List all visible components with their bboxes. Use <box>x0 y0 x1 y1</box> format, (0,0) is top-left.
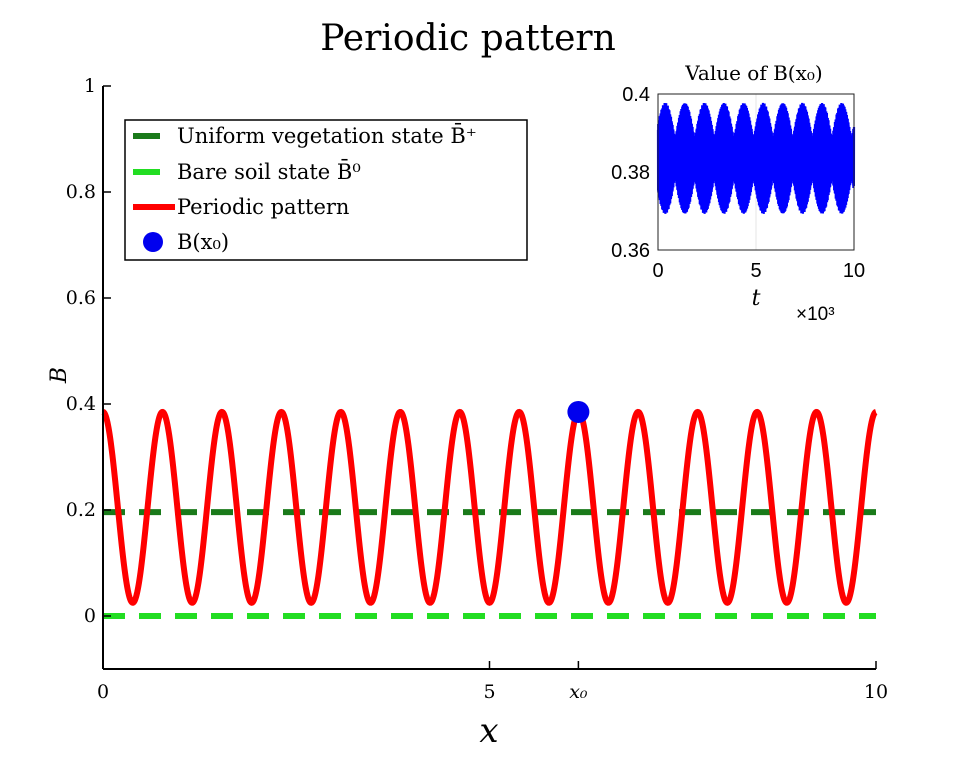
inset-series-line <box>656 102 856 214</box>
inset-chart: 0.36 0.38 0.4 0 5 10 Value of B(x₀) t ×10³ <box>611 61 865 325</box>
main-y-tick-label: 0.2 <box>66 499 96 521</box>
inset-plot-frame <box>657 93 855 251</box>
main-x-tick-label: x₀ <box>569 681 588 703</box>
main-title: Periodic pattern <box>320 18 616 59</box>
main-y-tick-label: 1 <box>84 75 96 97</box>
legend-items: Uniform vegetation state B̄⁺ Bare soil st… <box>133 123 477 254</box>
legend-swatch <box>143 232 163 252</box>
main-y-ticks: 0 0.2 0.4 0.6 0.8 1 <box>66 75 111 627</box>
main-y-tick-label: 0.8 <box>66 181 96 203</box>
inset-y-tick-label: 0.4 <box>622 84 650 106</box>
inset-x-tick-label: 5 <box>750 260 761 282</box>
legend-label: B(x₀) <box>177 230 229 254</box>
main-y-axis-label: B <box>47 367 72 384</box>
main-x-tick-label: 0 <box>97 681 109 703</box>
series-b-x0-marker <box>567 400 590 423</box>
legend: Uniform vegetation state B̄⁺ Bare soil st… <box>124 119 528 261</box>
inset-x-ticks: 0 5 10 <box>652 260 865 282</box>
legend-label: Bare soil state B̄⁰ <box>177 159 361 184</box>
series-periodic-pattern-line <box>101 408 878 606</box>
main-y-tick-label: 0.4 <box>66 393 96 415</box>
inset-x-axis-label: t <box>752 286 761 311</box>
main-plot-area: 0 0.2 0.4 0.6 0.8 1 0 5 x₀ 10 <box>66 75 888 703</box>
inset-title: Value of B(x₀) <box>684 61 822 85</box>
inset-y-ticks: 0.36 0.38 0.4 <box>611 84 650 262</box>
main-x-axis-label: x <box>479 711 498 751</box>
inset-y-tick-label: 0.36 <box>611 240 650 262</box>
main-y-tick-label: 0 <box>84 605 96 627</box>
inset-series-layer <box>656 102 856 214</box>
main-series-layer <box>101 400 878 619</box>
main-y-tick-label: 0.6 <box>66 287 96 309</box>
legend-label: Periodic pattern <box>177 195 349 219</box>
legend-label: Uniform vegetation state B̄⁺ <box>177 123 477 148</box>
inset-x-tick-label: 0 <box>652 260 663 282</box>
main-x-tick-label: 10 <box>864 681 888 703</box>
main-x-tick-label: 5 <box>483 681 495 703</box>
inset-x-multiplier: ×10³ <box>796 304 835 325</box>
inset-y-tick-label: 0.38 <box>611 162 650 184</box>
inset-x-tick-label: 10 <box>843 260 865 282</box>
main-x-ticks: 0 5 x₀ 10 <box>97 661 888 703</box>
legend-box <box>124 119 528 261</box>
